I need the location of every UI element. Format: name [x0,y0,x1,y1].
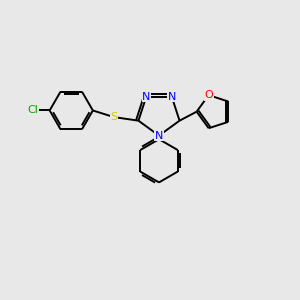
Text: N: N [155,130,163,141]
Text: N: N [167,92,176,101]
Text: Cl: Cl [27,106,38,116]
Text: O: O [204,90,213,100]
Text: S: S [110,112,117,122]
Text: N: N [142,92,151,101]
